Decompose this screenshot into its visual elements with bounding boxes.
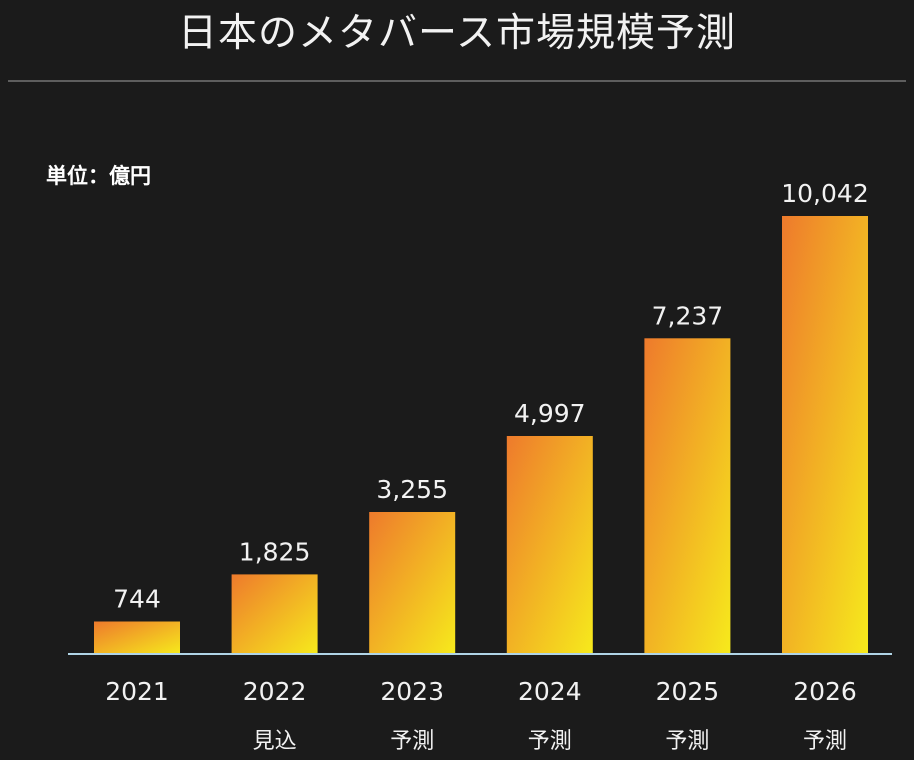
value-label-2026: 10,042	[781, 179, 868, 208]
value-label-2022: 1,825	[239, 537, 311, 566]
value-label-2025: 7,237	[652, 301, 724, 330]
x-tick-label-2025: 2025	[656, 677, 720, 706]
x-tick-note-2025: 予測	[665, 729, 709, 754]
unit-label: 単位：億円	[46, 164, 151, 188]
x-tick-label-2021: 2021	[105, 677, 169, 706]
x-tick-note-2024: 予測	[528, 729, 572, 754]
x-tick-label-2024: 2024	[518, 677, 582, 706]
x-tick-label-2026: 2026	[793, 677, 857, 706]
bar-2023	[369, 512, 456, 654]
bar-2025	[644, 338, 731, 654]
x-tick-note-2022: 見込	[253, 729, 297, 754]
bar-2022	[231, 574, 318, 654]
x-tick-label-2022: 2022	[243, 677, 307, 706]
value-label-2021: 744	[113, 585, 161, 614]
bar-2024	[506, 436, 593, 654]
value-label-2024: 4,997	[514, 399, 586, 428]
x-tick-label-2023: 2023	[380, 677, 444, 706]
bar-2021	[94, 621, 180, 654]
x-tick-note-2023: 予測	[390, 729, 434, 754]
x-tick-note-2026: 予測	[803, 729, 847, 754]
bar-2026	[782, 216, 868, 654]
value-label-2023: 3,255	[376, 475, 448, 504]
title-divider	[8, 80, 906, 82]
chart-title: 日本のメタバース市場規模予測	[177, 11, 737, 56]
